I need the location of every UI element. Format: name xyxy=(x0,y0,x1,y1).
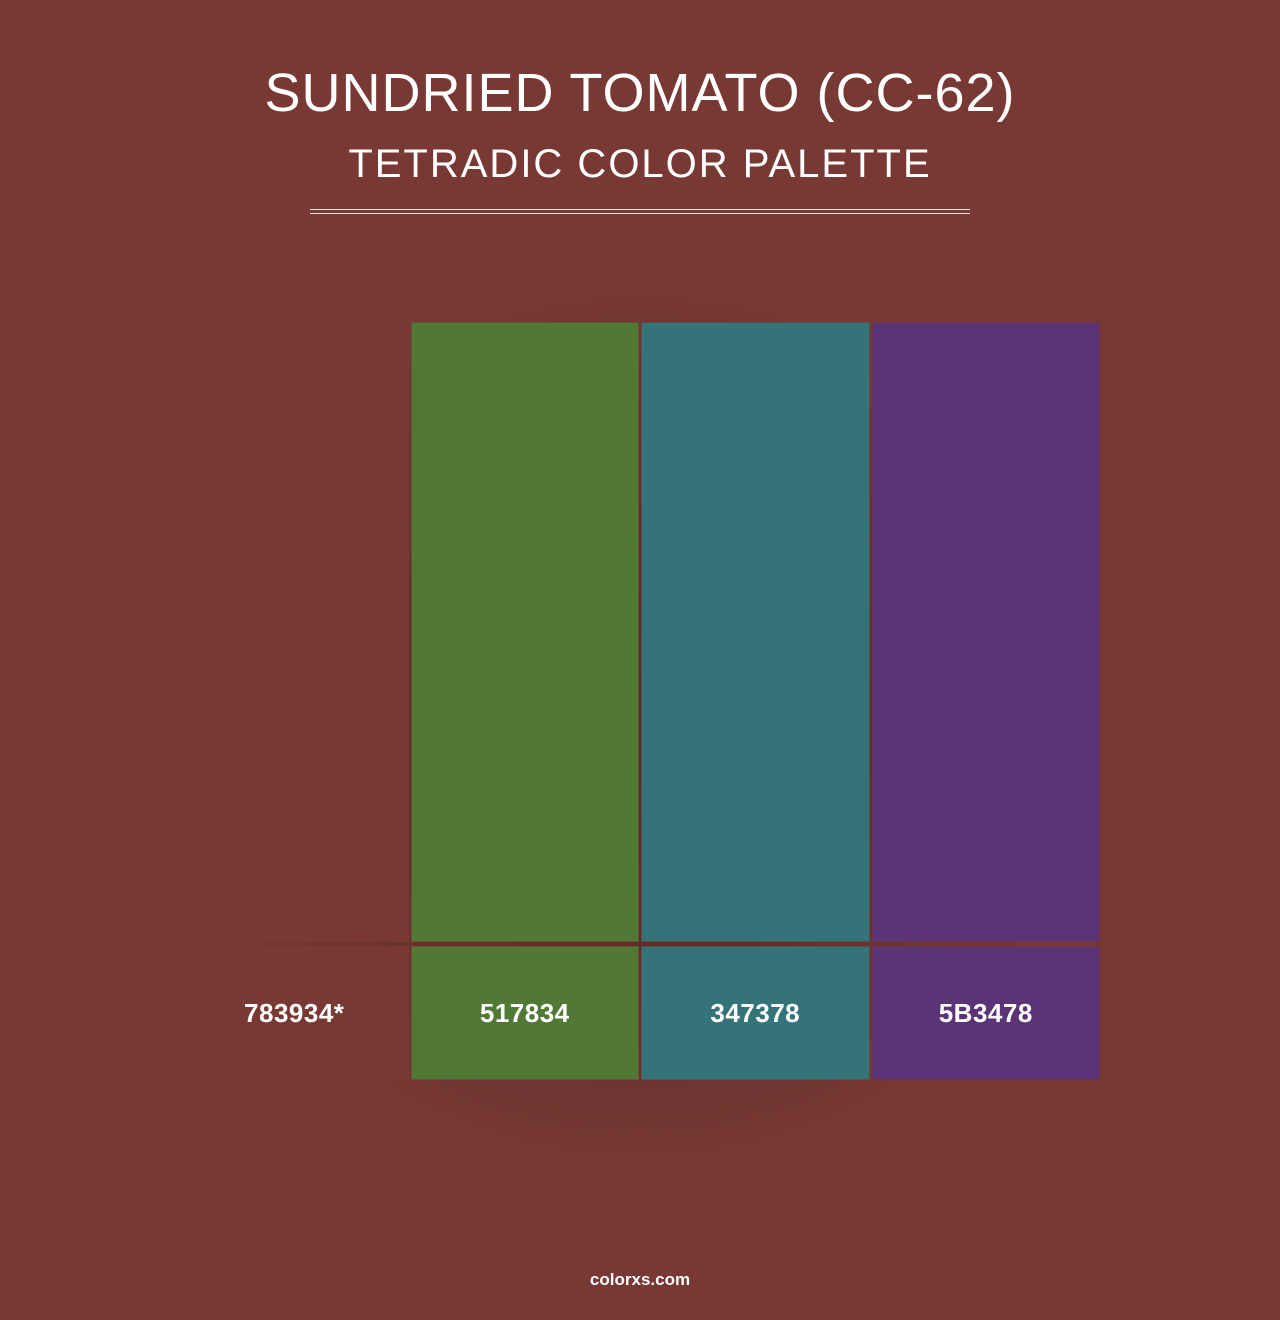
color-hex-label: 783934* xyxy=(180,946,409,1080)
page-subtitle: TETRADIC COLOR PALETTE xyxy=(264,142,1015,187)
hex-text: 347378 xyxy=(710,998,800,1029)
color-hex-label: 517834 xyxy=(411,946,640,1080)
color-swatch xyxy=(872,322,1101,942)
palette-grid: 783934* 517834 347378 5B3478 xyxy=(180,322,1100,1080)
title-divider xyxy=(310,209,970,214)
color-swatch xyxy=(180,322,409,942)
content-container: SUNDRIED TOMATO (CC-62) TETRADIC COLOR P… xyxy=(0,0,1280,1320)
title-block: SUNDRIED TOMATO (CC-62) TETRADIC COLOR P… xyxy=(264,62,1015,214)
hex-text: 517834 xyxy=(480,998,570,1029)
swatch-column: 347378 xyxy=(641,322,870,1080)
hex-text: 5B3478 xyxy=(939,998,1033,1029)
color-hex-label: 347378 xyxy=(641,946,870,1080)
swatch-column: 517834 xyxy=(411,322,640,1080)
color-hex-label: 5B3478 xyxy=(872,946,1101,1080)
color-swatch xyxy=(411,322,640,942)
hex-text: 783934* xyxy=(244,998,344,1029)
color-swatch xyxy=(641,322,870,942)
swatch-column: 783934* xyxy=(180,322,409,1080)
page-title: SUNDRIED TOMATO (CC-62) xyxy=(264,62,1015,124)
swatch-column: 5B3478 xyxy=(872,322,1101,1080)
footer-attribution: colorxs.com xyxy=(0,1270,1280,1290)
